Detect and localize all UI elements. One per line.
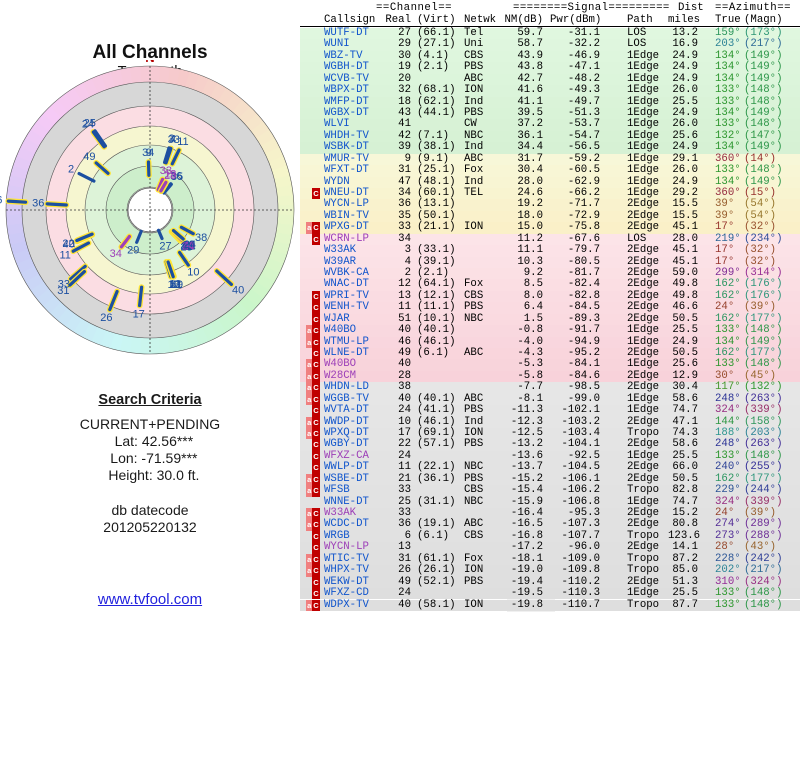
svg-text:22: 22 xyxy=(62,238,74,250)
svg-text:27: 27 xyxy=(159,241,171,253)
svg-text:29: 29 xyxy=(127,245,139,257)
svg-text:34: 34 xyxy=(142,147,154,159)
svg-text:10: 10 xyxy=(187,266,199,278)
svg-text:36: 36 xyxy=(32,197,44,209)
svg-text:40: 40 xyxy=(232,284,244,296)
svg-text:21: 21 xyxy=(170,279,182,291)
svg-text:25: 25 xyxy=(84,117,96,129)
svg-text:11: 11 xyxy=(59,249,70,261)
svg-text:4: 4 xyxy=(170,134,176,146)
svg-text:34: 34 xyxy=(110,248,122,260)
svg-text:24: 24 xyxy=(184,239,196,251)
svg-text:17: 17 xyxy=(133,308,145,320)
svg-text:38: 38 xyxy=(195,232,207,244)
svg-text:11: 11 xyxy=(177,136,188,148)
svg-text:N: N xyxy=(145,60,154,65)
svg-text:31: 31 xyxy=(57,285,69,297)
svg-text:13: 13 xyxy=(164,168,176,180)
svg-text:2: 2 xyxy=(68,163,74,175)
svg-text:26: 26 xyxy=(100,312,112,324)
svg-text:6: 6 xyxy=(0,194,2,206)
svg-text:49: 49 xyxy=(83,151,95,163)
